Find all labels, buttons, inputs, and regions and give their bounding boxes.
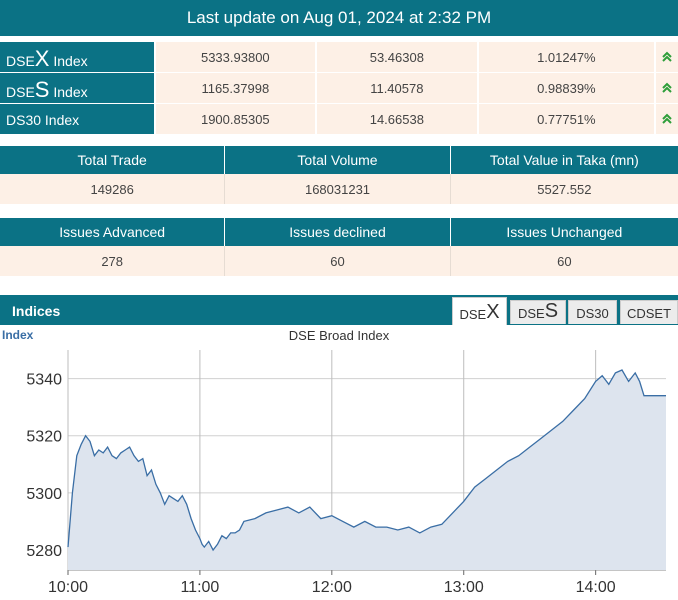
index-chart: 5280 5300 5320 5340 10:00 11:00 12:00 13:00 14:0… <box>26 350 666 596</box>
chart-line <box>67 369 666 552</box>
x-tick-label: 12:00 <box>312 579 352 596</box>
index-value: 1165.37998 <box>153 73 316 103</box>
total-value-taka: 5527.552 <box>449 174 678 204</box>
index-value: 5333.93800 <box>153 42 316 72</box>
trade-summary-table: Total Trade Total Volume Total Value in … <box>0 146 678 204</box>
issues-summary-table: Issues Advanced Issues declined Issues U… <box>0 218 678 276</box>
index-change: 11.40578 <box>315 73 477 103</box>
index-change: 14.66538 <box>315 104 477 134</box>
index-change: 53.46308 <box>315 42 477 72</box>
y-tick-label: 5300 <box>26 486 62 503</box>
chart-y-axis-label: Index <box>2 328 34 342</box>
indices-title: Indices <box>12 303 61 319</box>
x-tick-label: 11:00 <box>180 579 219 596</box>
tab-dses[interactable]: DSE S <box>510 300 566 324</box>
index-change-percent: 0.98839% <box>476 73 655 103</box>
total-trade-value: 149286 <box>90 181 134 197</box>
header-issues-unchanged: Issues Unchanged <box>449 218 678 246</box>
x-tick-label: 14:00 <box>576 579 616 596</box>
up-arrow-icon <box>654 104 678 134</box>
total-volume-value: 168031231 <box>224 174 449 204</box>
header-issues-advanced: Issues Advanced <box>59 224 166 240</box>
index-name[interactable]: DSEX Index <box>0 42 154 72</box>
y-tick-label: 5280 <box>26 543 62 560</box>
header-total-value: Total Value in Taka (mn) <box>449 146 678 174</box>
tab-cdset[interactable]: CDSET <box>620 300 678 324</box>
last-update-banner: Last update on Aug 01, 2024 at 2:32 PM <box>0 0 678 36</box>
index-name[interactable]: DSES Index <box>0 73 154 103</box>
tab-dsex[interactable]: DSE X <box>452 297 507 325</box>
chart-area <box>68 370 666 570</box>
index-row-dsex: DSEX Index 5333.93800 53.46308 1.01247% <box>0 42 678 72</box>
up-arrow-icon <box>654 73 678 103</box>
index-name[interactable]: DS30 Index <box>0 104 154 134</box>
x-tick-label: 10:00 <box>48 579 88 596</box>
index-change-percent: 1.01247% <box>476 42 655 72</box>
index-change-percent: 0.77751% <box>476 104 655 134</box>
y-tick-label: 5320 <box>26 429 62 446</box>
issues-advanced-value: 278 <box>101 253 124 269</box>
y-tick-label: 5340 <box>26 372 62 389</box>
index-row-ds30: DS30 Index 1900.85305 14.66538 0.77751% <box>0 104 678 134</box>
header-total-volume: Total Volume <box>224 146 449 174</box>
index-row-dses: DSES Index 1165.37998 11.40578 0.98839% <box>0 73 678 103</box>
tab-ds30[interactable]: DS30 <box>568 300 617 324</box>
index-value: 1900.85305 <box>153 104 316 134</box>
chart-title: DSE Broad Index <box>288 328 390 343</box>
issues-declined-value: 60 <box>224 246 449 276</box>
x-tick-label: 13:00 <box>444 579 484 596</box>
header-issues-declined: Issues declined <box>224 218 449 246</box>
issues-unchanged-value: 60 <box>449 246 678 276</box>
indices-panel-header: Indices DSE X DSE S DS30 CDSET <box>0 295 678 325</box>
header-total-trade: Total Trade <box>77 152 147 168</box>
up-arrow-icon <box>654 42 678 72</box>
